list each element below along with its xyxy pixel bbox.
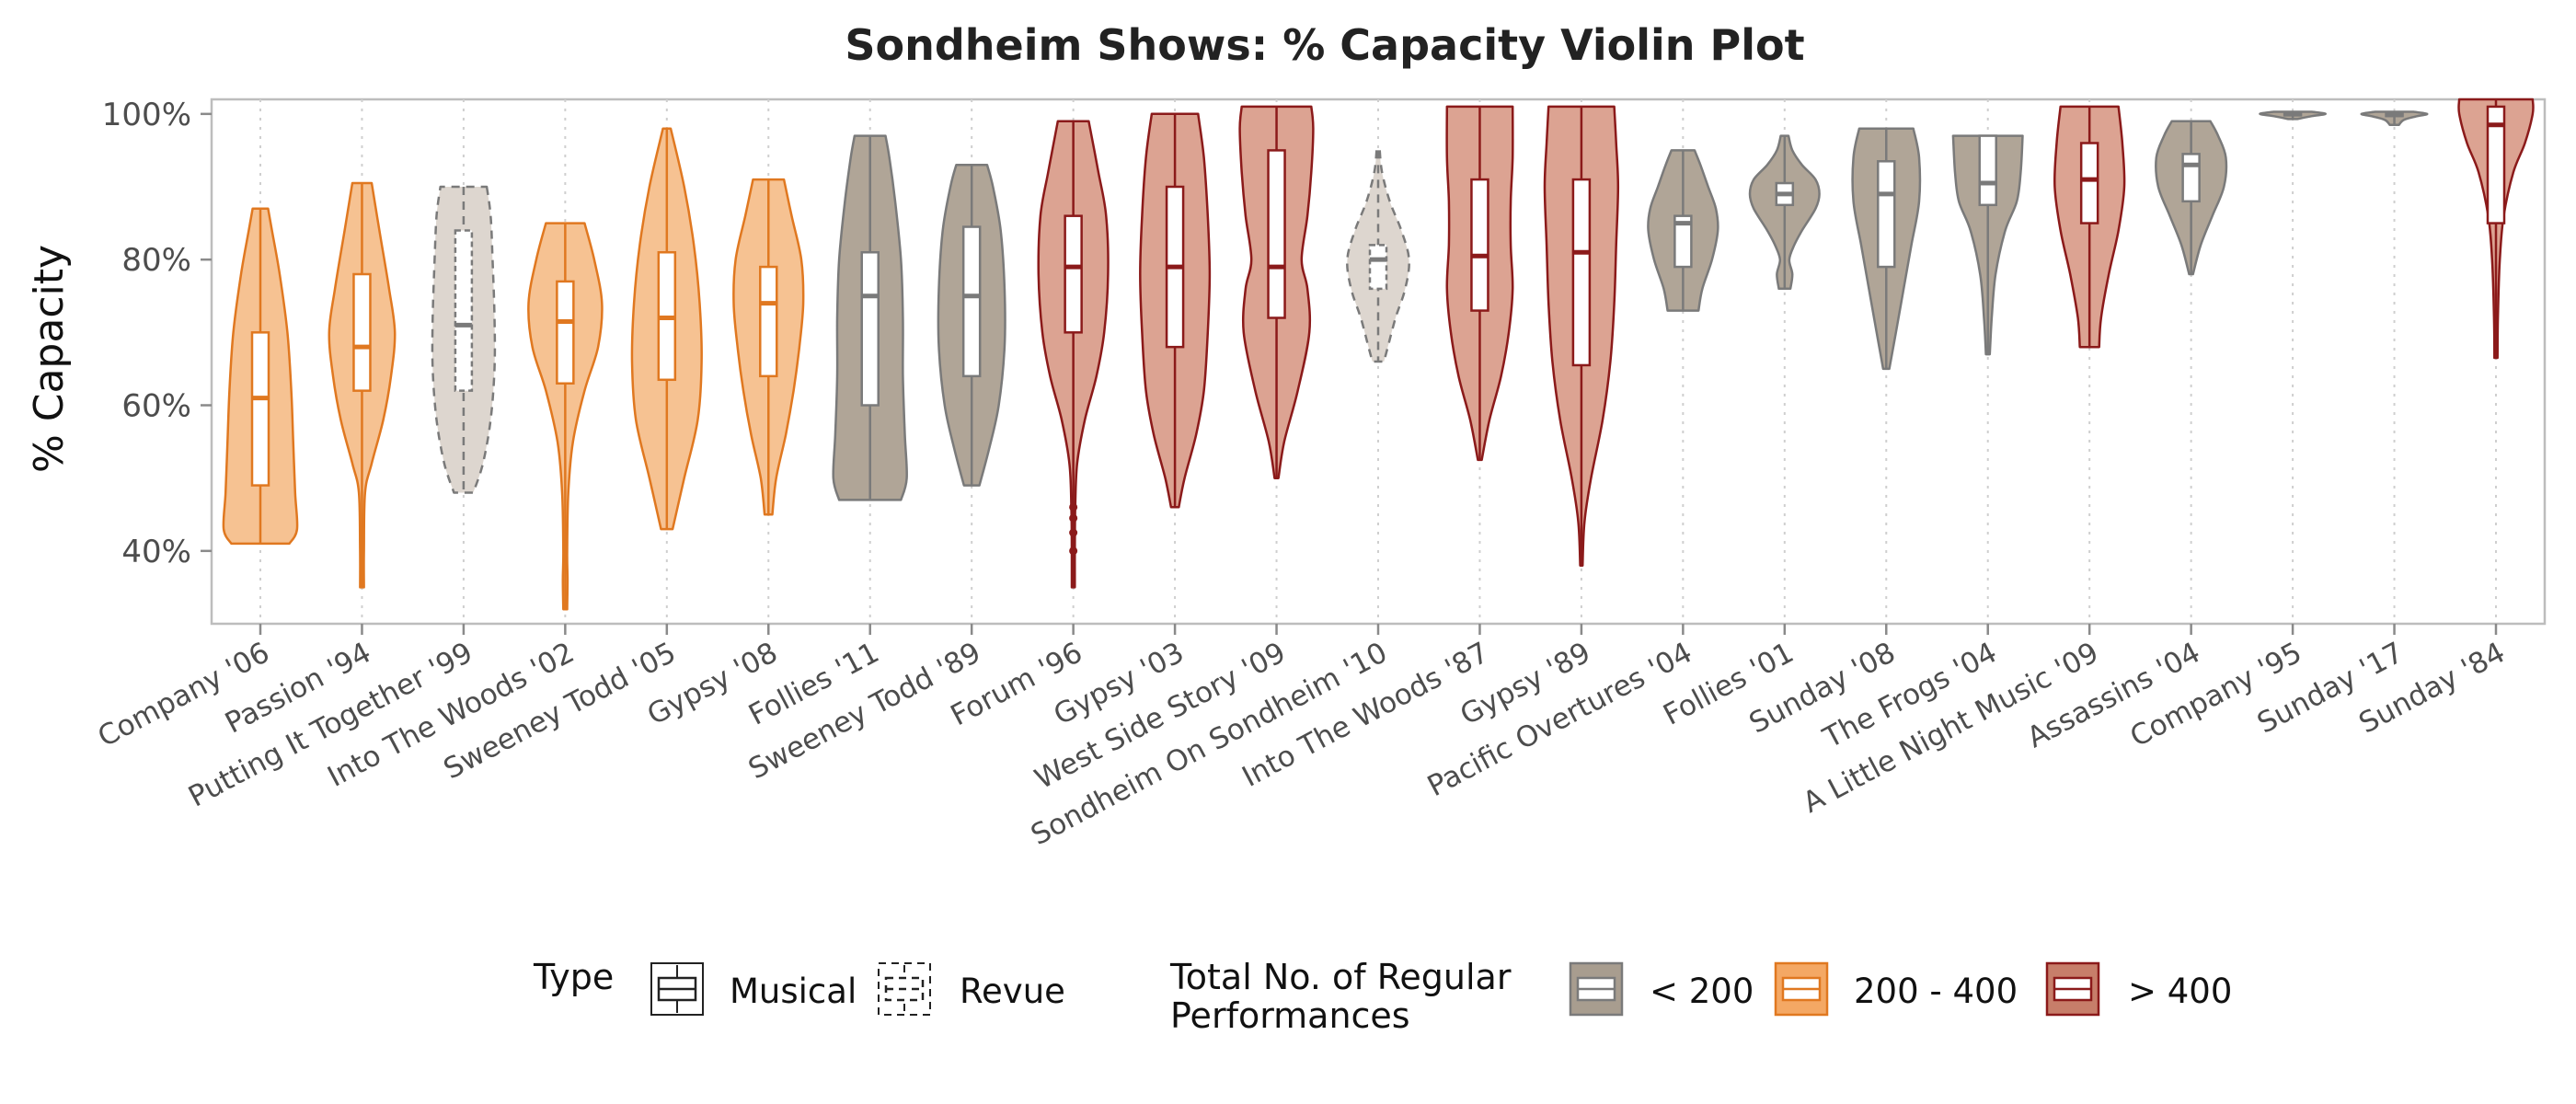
chart-title: Sondheim Shows: % Capacity Violin Plot [845, 20, 1804, 70]
legend-gt400-key [2045, 961, 2100, 1017]
violin-follies-11 [832, 134, 908, 501]
violin-assassins-04 [2155, 120, 2228, 276]
box [860, 251, 880, 407]
outlier-point [1069, 513, 1078, 523]
violin-sweeney-todd-05 [630, 127, 703, 531]
violin-pacific-overtures-04 [1647, 149, 1719, 312]
legend-lt200-label: < 200 [1650, 972, 1754, 1011]
violin-putting-it-together-99 [431, 185, 497, 494]
box [250, 331, 270, 487]
box [759, 265, 778, 378]
legend-200to400-label: 200 - 400 [1854, 972, 2018, 1011]
violin-sunday-08 [1851, 127, 1922, 371]
box [1571, 178, 1592, 367]
legend-revue-label: Revue [960, 972, 1065, 1011]
x-tick-label: Company '95 [2125, 636, 2307, 753]
violin-sweeney-todd-89 [937, 164, 1006, 487]
box [1368, 244, 1388, 291]
x-tick-label: Assassins '04 [2022, 636, 2206, 754]
legend-revue-key [878, 962, 931, 1016]
y-axis-label: % Capacity [26, 245, 73, 473]
box [1877, 160, 1896, 269]
violin-into-the-woods-87 [1445, 105, 1514, 462]
violins [222, 98, 2535, 611]
y-tick-label: 80% [121, 242, 191, 279]
box [454, 229, 474, 392]
box [961, 225, 982, 378]
box [1470, 178, 1489, 312]
legend-lt200-key [1569, 961, 1624, 1017]
legend-gt400-label: > 400 [2128, 972, 2232, 1011]
legend-musical-key [650, 962, 704, 1016]
y-tick-label: 40% [121, 534, 191, 570]
violin-company-95 [2259, 110, 2328, 121]
legend-type-title: Type [533, 957, 614, 997]
box [1673, 214, 1693, 269]
outlier-point [1069, 546, 1078, 556]
violin-a-little-night-music-09 [2053, 105, 2126, 349]
violin-forum-96 [1037, 120, 1110, 589]
box [1064, 214, 1083, 334]
legend-200to400-key [1774, 961, 1829, 1017]
violin-gypsy-03 [1139, 112, 1212, 509]
violin-follies-01 [1748, 134, 1821, 291]
violin-sunday-84 [2457, 98, 2535, 360]
y-tick-label: 60% [121, 388, 191, 425]
box [352, 272, 372, 392]
violin-gypsy-08 [732, 178, 805, 516]
violin-passion-94 [328, 181, 397, 589]
y-tick-label: 100% [102, 97, 191, 133]
box [1267, 149, 1286, 319]
legend-performances-title-line1: Total No. of Regular [1169, 957, 1512, 997]
violin-gypsy-89 [1543, 105, 1620, 567]
legend-performances-title-line2: Performances [1170, 995, 1410, 1036]
outlier-point [1069, 528, 1078, 537]
violin-west-side-story-09 [1238, 105, 1315, 479]
legend-performances-title: Total No. of Regular Performances [1169, 957, 1523, 1036]
box [1978, 134, 1997, 207]
y-axis: 40% 60% 80% 100% [102, 97, 212, 570]
x-tick-label: Company '06 [93, 636, 275, 753]
violin-sunday-17 [2360, 110, 2429, 126]
box [2486, 105, 2506, 224]
violin-into-the-woods-02 [527, 222, 604, 611]
legend-musical-label: Musical [730, 972, 857, 1011]
box [2181, 153, 2201, 203]
outlier-point [1069, 502, 1078, 512]
violin-company-06 [222, 207, 299, 546]
box [2079, 142, 2099, 224]
violin-sondheim-on-sondheim-10 [1346, 149, 1410, 363]
box [556, 280, 575, 385]
legend: Type Musical Revue Total No. of Regular … [533, 957, 2232, 1036]
violin-the-frogs-04 [1951, 134, 2024, 356]
